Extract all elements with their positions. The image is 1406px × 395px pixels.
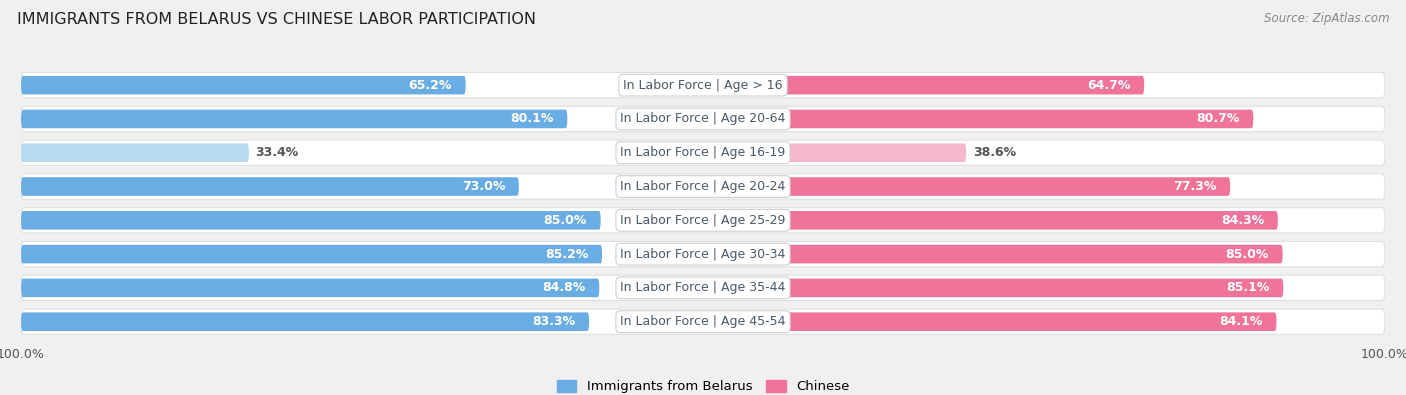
FancyBboxPatch shape — [21, 110, 567, 128]
FancyBboxPatch shape — [21, 309, 1385, 334]
Text: 85.0%: 85.0% — [1226, 248, 1270, 261]
Text: 85.2%: 85.2% — [546, 248, 589, 261]
FancyBboxPatch shape — [21, 208, 1385, 233]
Text: 84.3%: 84.3% — [1220, 214, 1264, 227]
Text: In Labor Force | Age > 16: In Labor Force | Age > 16 — [623, 79, 783, 92]
FancyBboxPatch shape — [21, 73, 1385, 98]
FancyBboxPatch shape — [703, 110, 1253, 128]
Text: In Labor Force | Age 45-54: In Labor Force | Age 45-54 — [620, 315, 786, 328]
FancyBboxPatch shape — [21, 245, 602, 263]
FancyBboxPatch shape — [21, 140, 1385, 166]
Text: IMMIGRANTS FROM BELARUS VS CHINESE LABOR PARTICIPATION: IMMIGRANTS FROM BELARUS VS CHINESE LABOR… — [17, 12, 536, 27]
Text: In Labor Force | Age 16-19: In Labor Force | Age 16-19 — [620, 146, 786, 159]
Text: 65.2%: 65.2% — [409, 79, 453, 92]
Text: 84.1%: 84.1% — [1219, 315, 1263, 328]
Legend: Immigrants from Belarus, Chinese: Immigrants from Belarus, Chinese — [551, 375, 855, 395]
FancyBboxPatch shape — [21, 312, 589, 331]
Text: In Labor Force | Age 20-64: In Labor Force | Age 20-64 — [620, 113, 786, 126]
Text: In Labor Force | Age 25-29: In Labor Force | Age 25-29 — [620, 214, 786, 227]
Text: 73.0%: 73.0% — [463, 180, 505, 193]
Text: 80.7%: 80.7% — [1197, 113, 1240, 126]
FancyBboxPatch shape — [703, 177, 1230, 196]
Text: 33.4%: 33.4% — [256, 146, 299, 159]
FancyBboxPatch shape — [21, 241, 1385, 267]
FancyBboxPatch shape — [21, 177, 519, 196]
Text: Source: ZipAtlas.com: Source: ZipAtlas.com — [1264, 12, 1389, 25]
FancyBboxPatch shape — [703, 245, 1282, 263]
FancyBboxPatch shape — [703, 143, 966, 162]
FancyBboxPatch shape — [703, 76, 1144, 94]
Text: In Labor Force | Age 35-44: In Labor Force | Age 35-44 — [620, 281, 786, 294]
Text: 83.3%: 83.3% — [533, 315, 575, 328]
Text: 38.6%: 38.6% — [973, 146, 1017, 159]
Text: 80.1%: 80.1% — [510, 113, 554, 126]
Text: 85.0%: 85.0% — [544, 214, 588, 227]
FancyBboxPatch shape — [21, 278, 599, 297]
FancyBboxPatch shape — [21, 143, 249, 162]
Text: 77.3%: 77.3% — [1173, 180, 1216, 193]
FancyBboxPatch shape — [703, 211, 1278, 229]
FancyBboxPatch shape — [21, 76, 465, 94]
FancyBboxPatch shape — [21, 211, 600, 229]
FancyBboxPatch shape — [21, 174, 1385, 199]
Text: In Labor Force | Age 20-24: In Labor Force | Age 20-24 — [620, 180, 786, 193]
Text: In Labor Force | Age 30-34: In Labor Force | Age 30-34 — [620, 248, 786, 261]
Text: 64.7%: 64.7% — [1087, 79, 1130, 92]
Text: 85.1%: 85.1% — [1226, 281, 1270, 294]
FancyBboxPatch shape — [21, 275, 1385, 301]
Text: 84.8%: 84.8% — [543, 281, 586, 294]
FancyBboxPatch shape — [21, 106, 1385, 132]
FancyBboxPatch shape — [703, 278, 1284, 297]
FancyBboxPatch shape — [703, 312, 1277, 331]
